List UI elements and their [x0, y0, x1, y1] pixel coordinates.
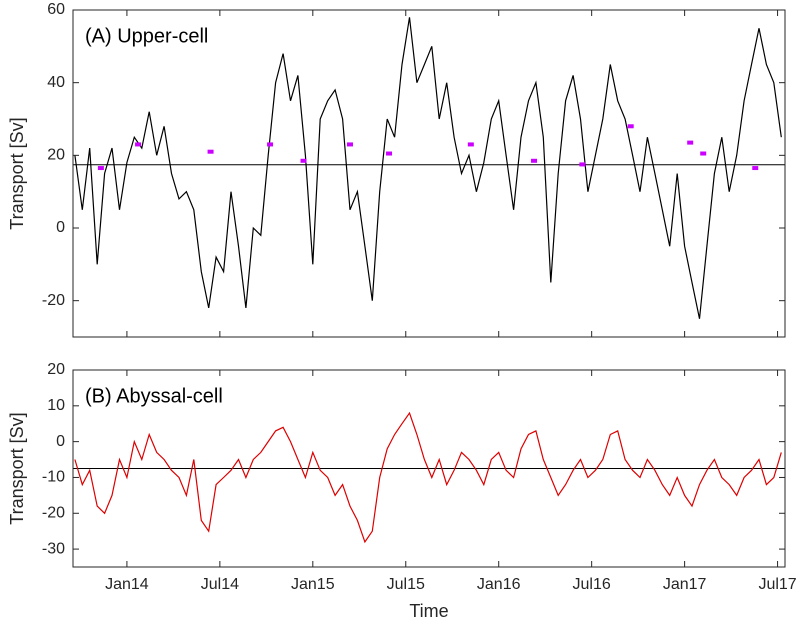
marker — [346, 142, 353, 147]
y-tick-label: -20 — [42, 504, 65, 521]
data-line — [74, 411, 782, 544]
axes-box — [72, 9, 786, 338]
x-axis-label: Time — [409, 601, 448, 621]
marker — [687, 140, 694, 145]
x-tick-label: Jul15 — [387, 576, 425, 593]
marker — [627, 124, 634, 129]
marker — [700, 151, 707, 156]
x-tick-label: Jan15 — [291, 576, 335, 593]
marker — [752, 166, 759, 171]
y-tick-label: 40 — [47, 74, 65, 91]
y-axis-label: Transport [Sv] — [7, 117, 27, 229]
marker — [386, 151, 393, 156]
axes-box — [72, 369, 786, 568]
panel-title: (A) Upper-cell — [85, 25, 208, 47]
marker — [267, 142, 274, 147]
y-axis-label: Transport [Sv] — [7, 412, 27, 524]
marker — [579, 162, 586, 167]
y-tick-label: 0 — [56, 433, 65, 450]
x-tick-label: Jul14 — [201, 576, 239, 593]
marker — [207, 149, 214, 154]
y-tick-label: -10 — [42, 469, 65, 486]
y-tick-label: 60 — [47, 1, 65, 18]
y-tick-label: 0 — [56, 219, 65, 236]
panel-title: (B) Abyssal-cell — [85, 385, 223, 407]
data-line — [74, 17, 782, 319]
y-tick-label: -30 — [42, 540, 65, 557]
marker — [531, 158, 538, 163]
marker — [300, 158, 307, 163]
y-tick-label: 20 — [47, 147, 65, 164]
x-tick-label: Jan17 — [663, 576, 707, 593]
x-tick-label: Jan14 — [105, 576, 149, 593]
marker — [467, 142, 474, 147]
x-tick-label: Jul17 — [758, 576, 796, 593]
y-tick-label: 20 — [47, 361, 65, 378]
y-tick-label: -20 — [42, 292, 65, 309]
y-tick-label: 10 — [47, 397, 65, 414]
marker — [135, 142, 142, 147]
marker — [97, 166, 104, 171]
x-tick-label: Jul16 — [573, 576, 611, 593]
x-tick-label: Jan16 — [477, 576, 521, 593]
